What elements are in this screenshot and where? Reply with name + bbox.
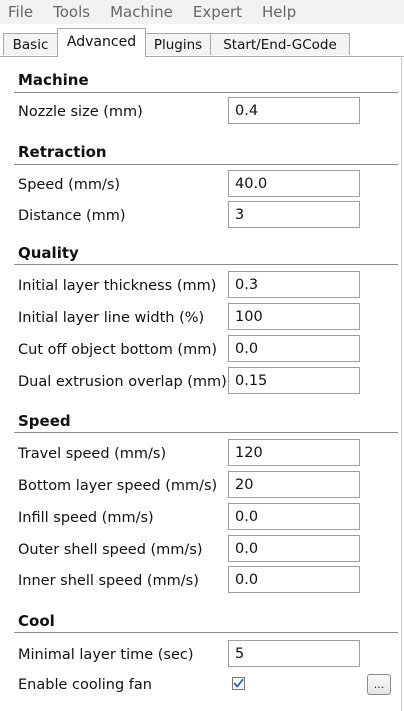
retraction-distance-label: Distance (mm) bbox=[18, 208, 126, 224]
retraction-distance-input[interactable] bbox=[228, 201, 360, 228]
infill-speed-label: Infill speed (mm/s) bbox=[18, 510, 154, 526]
tab-basic[interactable]: Basic bbox=[3, 33, 58, 55]
section-divider-speed bbox=[14, 432, 398, 433]
travel-speed-label: Travel speed (mm/s) bbox=[18, 446, 167, 462]
menu-bar: File Tools Machine Expert Help bbox=[0, 0, 404, 24]
initial-layer-line-width-label: Initial layer line width (%) bbox=[18, 310, 205, 326]
inner-shell-speed-label: Inner shell speed (mm/s) bbox=[18, 573, 199, 589]
section-divider-retraction bbox=[14, 164, 398, 165]
inner-shell-speed-input[interactable] bbox=[228, 566, 360, 593]
enable-cooling-fan-checkbox[interactable] bbox=[232, 677, 245, 690]
section-title-speed: Speed bbox=[18, 412, 71, 430]
cut-off-object-bottom-input[interactable] bbox=[228, 335, 360, 362]
menu-tools[interactable]: Tools bbox=[53, 3, 91, 21]
menu-help[interactable]: Help bbox=[262, 3, 297, 21]
outer-shell-speed-input[interactable] bbox=[228, 535, 360, 562]
travel-speed-input[interactable] bbox=[228, 439, 360, 466]
infill-speed-input[interactable] bbox=[228, 503, 360, 530]
nozzle-size-label: Nozzle size (mm) bbox=[18, 104, 143, 120]
bottom-layer-speed-label: Bottom layer speed (mm/s) bbox=[18, 478, 218, 494]
section-title-cool: Cool bbox=[18, 612, 55, 630]
nozzle-size-input[interactable] bbox=[228, 97, 360, 124]
check-icon bbox=[233, 678, 244, 688]
outer-shell-speed-label: Outer shell speed (mm/s) bbox=[18, 542, 203, 558]
initial-layer-thickness-label: Initial layer thickness (mm) bbox=[18, 278, 217, 294]
initial-layer-line-width-input[interactable] bbox=[228, 303, 360, 330]
cooling-more-button[interactable]: ... bbox=[367, 674, 391, 695]
dual-extrusion-overlap-input[interactable] bbox=[228, 367, 360, 394]
enable-cooling-fan-label: Enable cooling fan bbox=[18, 677, 152, 693]
tab-plugins[interactable]: Plugins bbox=[145, 33, 211, 55]
section-title-quality: Quality bbox=[18, 244, 79, 262]
initial-layer-thickness-input[interactable] bbox=[228, 271, 360, 298]
section-title-retraction: Retraction bbox=[18, 143, 107, 161]
bottom-layer-speed-input[interactable] bbox=[228, 471, 360, 498]
section-divider-cool bbox=[14, 632, 398, 633]
section-divider-quality bbox=[14, 264, 398, 265]
retraction-speed-input[interactable] bbox=[228, 170, 360, 197]
tab-start-end-gcode[interactable]: Start/End-GCode bbox=[210, 33, 350, 55]
retraction-speed-label: Speed (mm/s) bbox=[18, 177, 121, 193]
tab-advanced[interactable]: Advanced bbox=[57, 28, 146, 57]
menu-machine[interactable]: Machine bbox=[110, 3, 173, 21]
minimal-layer-time-input[interactable] bbox=[228, 640, 360, 667]
section-divider-machine bbox=[14, 92, 398, 93]
panel-right-border bbox=[401, 56, 402, 711]
section-title-machine: Machine bbox=[18, 71, 89, 89]
menu-file[interactable]: File bbox=[8, 3, 34, 21]
minimal-layer-time-label: Minimal layer time (sec) bbox=[18, 647, 194, 663]
dual-extrusion-overlap-label: Dual extrusion overlap (mm) bbox=[18, 374, 227, 390]
tab-bar: Basic Advanced Plugins Start/End-GCode bbox=[0, 26, 404, 57]
cut-off-object-bottom-label: Cut off object bottom (mm) bbox=[18, 342, 217, 358]
menu-expert[interactable]: Expert bbox=[192, 3, 243, 21]
